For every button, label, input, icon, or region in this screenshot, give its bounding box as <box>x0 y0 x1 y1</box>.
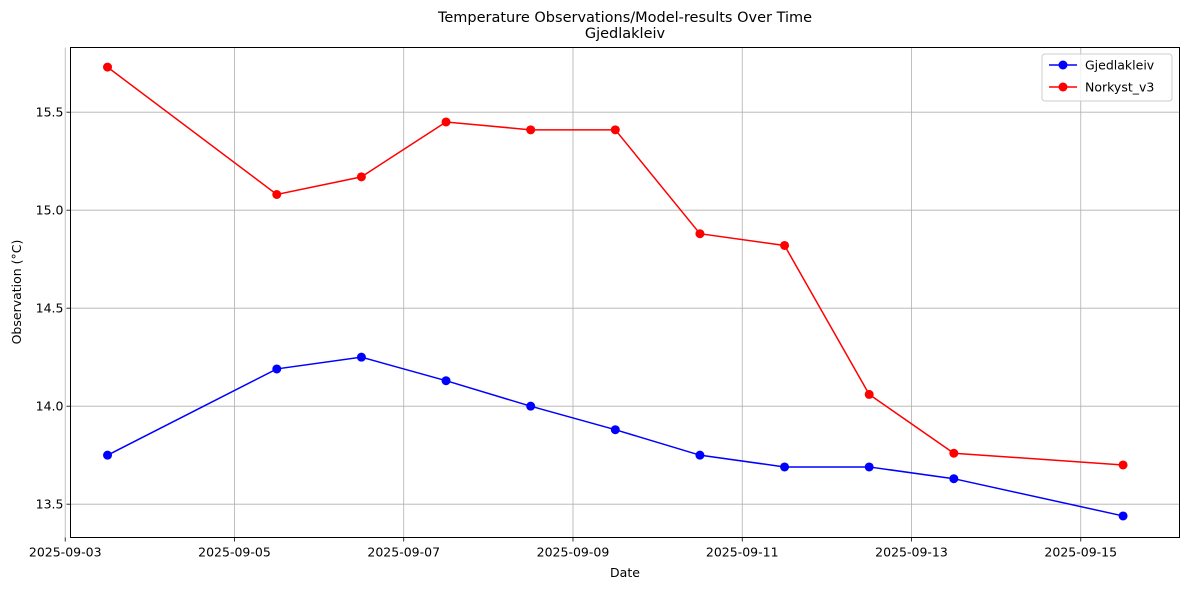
x-tick-label: 2025-09-15 <box>1044 545 1117 560</box>
y-tick-label: 13.5 <box>36 497 64 512</box>
data-point-norkyst-v3 <box>356 172 366 182</box>
data-point-gjedlakleiv <box>103 450 113 460</box>
data-point-gjedlakleiv <box>864 462 874 472</box>
data-point-norkyst-v3 <box>1118 460 1128 470</box>
x-tick-label: 2025-09-07 <box>367 545 440 560</box>
legend-marker-1 <box>1058 82 1068 92</box>
data-point-norkyst-v3 <box>526 125 536 135</box>
data-point-norkyst-v3 <box>103 62 113 72</box>
legend: Gjedlakleiv Norkyst_v3 <box>1041 53 1173 102</box>
y-tick-label: 15.0 <box>36 203 64 218</box>
data-point-gjedlakleiv <box>695 450 705 460</box>
data-point-norkyst-v3 <box>695 229 705 239</box>
data-point-norkyst-v3 <box>949 448 959 458</box>
data-point-gjedlakleiv <box>949 474 959 484</box>
x-tick-label: 2025-09-03 <box>29 545 102 560</box>
series-layer <box>103 62 1128 521</box>
legend-marker-0 <box>1058 60 1068 70</box>
x-tick-label: 2025-09-13 <box>875 545 948 560</box>
data-point-norkyst-v3 <box>610 125 620 135</box>
grid-layer <box>64 47 1180 538</box>
plot-frame <box>70 47 1180 538</box>
legend-label-0: Gjedlakleiv <box>1085 58 1155 73</box>
y-tick-label: 14.5 <box>36 301 64 316</box>
y-tick-label: 15.5 <box>36 105 64 120</box>
x-tick-label: 2025-09-11 <box>706 545 779 560</box>
tick-layer: 2025-09-03 2025-09-05 2025-09-07 2025-09-09… <box>29 105 1117 560</box>
data-point-gjedlakleiv <box>610 425 620 435</box>
y-tick-label: 14.0 <box>36 399 64 414</box>
legend-label-1: Norkyst_v3 <box>1085 80 1154 95</box>
data-point-norkyst-v3 <box>441 117 451 127</box>
data-point-gjedlakleiv <box>780 462 790 472</box>
data-point-gjedlakleiv <box>356 352 366 362</box>
data-point-norkyst-v3 <box>272 190 282 199</box>
x-tick-label: 2025-09-05 <box>198 545 271 560</box>
y-axis-label: Observation (°C) <box>9 240 24 345</box>
chart-title: Temperature Observations/Model-results O… <box>437 10 812 26</box>
data-point-gjedlakleiv <box>526 401 536 411</box>
data-point-gjedlakleiv <box>272 364 282 374</box>
data-point-gjedlakleiv <box>1118 511 1128 521</box>
series-line-gjedlakleiv <box>107 356 1124 517</box>
data-point-gjedlakleiv <box>441 376 451 386</box>
x-tick-label: 2025-09-09 <box>537 545 610 560</box>
data-point-norkyst-v3 <box>864 389 874 399</box>
data-point-norkyst-v3 <box>780 240 790 250</box>
x-axis-label: Date <box>610 565 640 580</box>
chart-subtitle: Gjedlakleiv <box>585 26 666 42</box>
